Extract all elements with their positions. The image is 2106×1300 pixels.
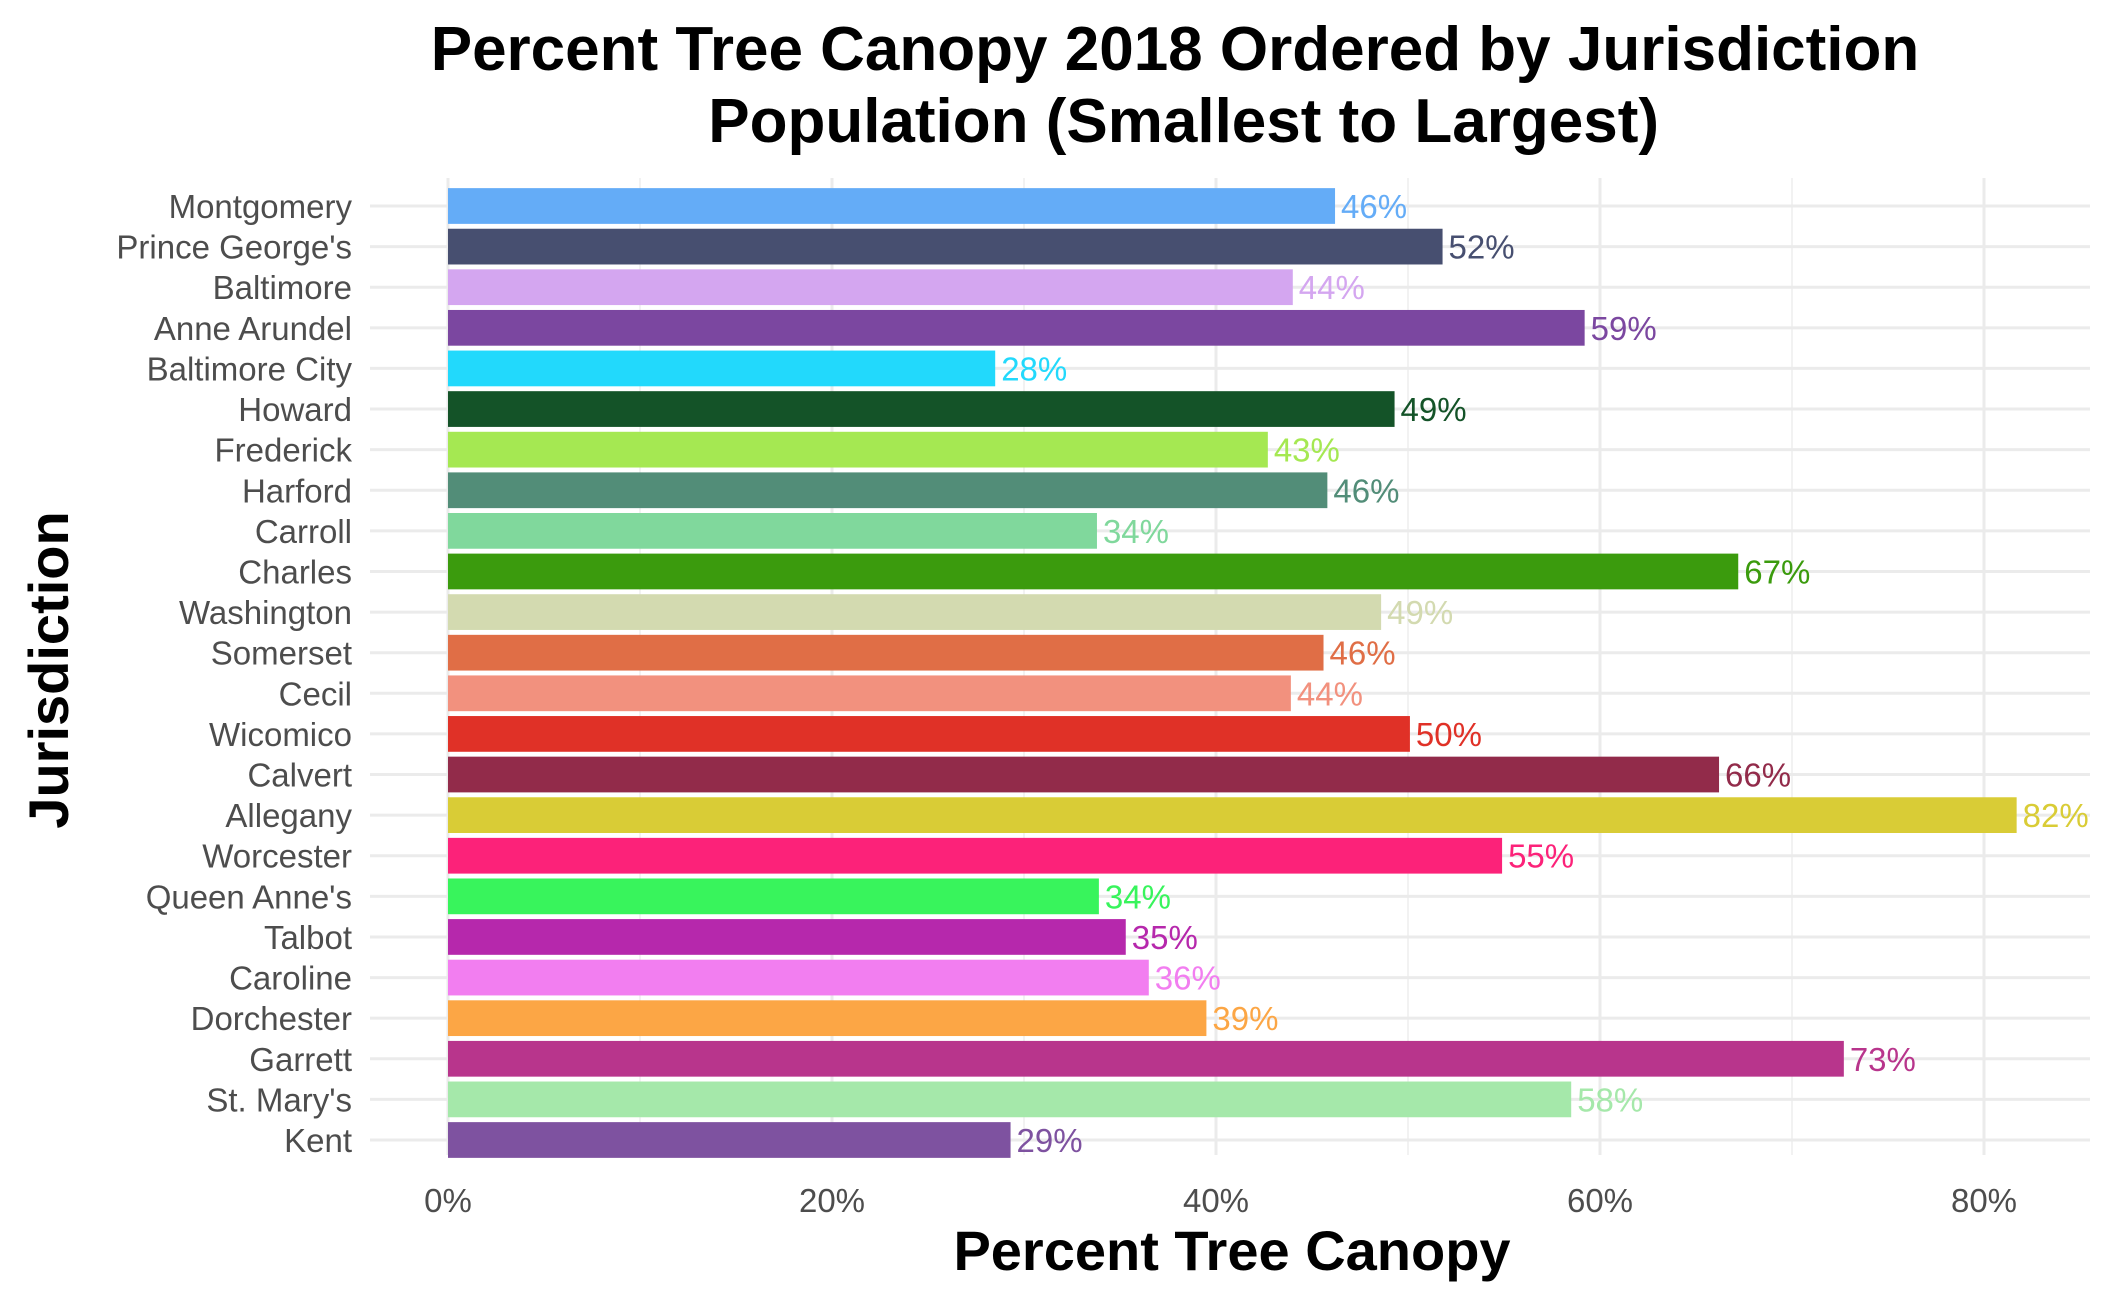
category-label-11: Somerset xyxy=(211,635,352,672)
x-axis-title: Percent Tree Canopy xyxy=(953,1219,1510,1282)
value-label-0: 46% xyxy=(1341,188,1407,225)
category-label-19: Caroline xyxy=(229,960,352,997)
category-label-10: Washington xyxy=(179,594,352,631)
value-label-5: 49% xyxy=(1401,391,1467,428)
category-label-5: Howard xyxy=(238,391,352,428)
category-label-15: Allegany xyxy=(225,797,352,834)
bar-4 xyxy=(448,350,996,387)
value-label-18: 35% xyxy=(1132,919,1198,956)
value-label-8: 34% xyxy=(1103,513,1169,550)
category-label-22: St. Mary's xyxy=(206,1081,352,1118)
category-label-21: Garrett xyxy=(249,1041,352,1078)
category-label-0: Montgomery xyxy=(169,188,353,225)
bar-3 xyxy=(448,309,1585,346)
value-label-15: 82% xyxy=(2023,797,2089,834)
value-label-19: 36% xyxy=(1155,960,1221,997)
value-label-7: 46% xyxy=(1333,472,1399,509)
x-tick-label-0: 0% xyxy=(424,1182,472,1219)
value-label-22: 58% xyxy=(1577,1081,1643,1118)
category-label-12: Cecil xyxy=(279,675,352,712)
value-labels: 46%52%44%59%28%49%43%46%34%67%49%46%44%5… xyxy=(1001,188,2089,1159)
category-label-16: Worcester xyxy=(202,838,352,875)
value-label-21: 73% xyxy=(1850,1041,1916,1078)
category-label-14: Calvert xyxy=(247,757,352,794)
category-label-18: Talbot xyxy=(264,919,352,956)
bar-1 xyxy=(448,228,1443,265)
bar-17 xyxy=(448,878,1099,915)
value-label-3: 59% xyxy=(1591,310,1657,347)
bar-16 xyxy=(448,837,1503,874)
value-label-2: 44% xyxy=(1299,269,1365,306)
bar-22 xyxy=(448,1081,1572,1118)
bar-6 xyxy=(448,431,1268,468)
category-label-13: Wicomico xyxy=(209,716,352,753)
bar-18 xyxy=(448,919,1126,955)
category-label-23: Kent xyxy=(284,1122,352,1159)
bar-2 xyxy=(448,269,1293,306)
category-label-6: Frederick xyxy=(214,432,352,469)
bar-13 xyxy=(448,716,1410,752)
x-tick-label-2: 40% xyxy=(1183,1182,1249,1219)
bar-14 xyxy=(448,756,1720,793)
value-label-4: 28% xyxy=(1001,350,1067,387)
value-label-1: 52% xyxy=(1449,229,1515,266)
category-label-3: Anne Arundel xyxy=(154,310,352,347)
x-tick-label-4: 80% xyxy=(1951,1182,2017,1219)
value-label-16: 55% xyxy=(1508,838,1574,875)
bar-5 xyxy=(448,391,1395,427)
bar-0 xyxy=(448,188,1336,224)
bar-20 xyxy=(448,1000,1207,1037)
value-label-17: 34% xyxy=(1105,878,1171,915)
bar-21 xyxy=(448,1040,1844,1077)
value-label-10: 49% xyxy=(1387,594,1453,631)
bar-11 xyxy=(448,634,1324,671)
x-tick-label-3: 60% xyxy=(1567,1182,1633,1219)
bar-8 xyxy=(448,513,1097,549)
value-label-6: 43% xyxy=(1274,432,1340,469)
category-label-8: Carroll xyxy=(255,513,352,550)
bar-15 xyxy=(448,797,2017,833)
category-label-20: Dorchester xyxy=(191,1000,352,1037)
category-label-2: Baltimore xyxy=(213,269,352,306)
value-label-14: 66% xyxy=(1725,757,1791,794)
y-axis-title: Jurisdiction xyxy=(17,511,80,828)
category-label-9: Charles xyxy=(238,553,352,590)
bar-10 xyxy=(448,594,1382,630)
x-tick-label-1: 20% xyxy=(799,1182,865,1219)
value-label-12: 44% xyxy=(1297,675,1363,712)
category-label-1: Prince George's xyxy=(116,229,352,266)
bars xyxy=(448,188,2017,1158)
bar-9 xyxy=(448,553,1739,590)
bar-23 xyxy=(448,1122,1011,1158)
x-tick-labels: 0% 20% 40% 60% 80% xyxy=(424,1182,2017,1219)
value-label-9: 67% xyxy=(1744,553,1810,590)
value-label-13: 50% xyxy=(1416,716,1482,753)
category-label-17: Queen Anne's xyxy=(146,878,352,915)
bar-7 xyxy=(448,472,1328,509)
bar-19 xyxy=(448,959,1149,996)
category-label-7: Harford xyxy=(242,472,352,509)
bar-12 xyxy=(448,675,1291,712)
value-label-11: 46% xyxy=(1330,635,1396,672)
value-label-23: 29% xyxy=(1017,1122,1083,1159)
chart-title-line-1: Percent Tree Canopy 2018 Ordered by Juri… xyxy=(431,15,1920,84)
value-label-20: 39% xyxy=(1212,1000,1278,1037)
category-label-4: Baltimore City xyxy=(147,350,353,387)
chart-title-line-2: Population (Smallest to Largest) xyxy=(691,87,1659,156)
